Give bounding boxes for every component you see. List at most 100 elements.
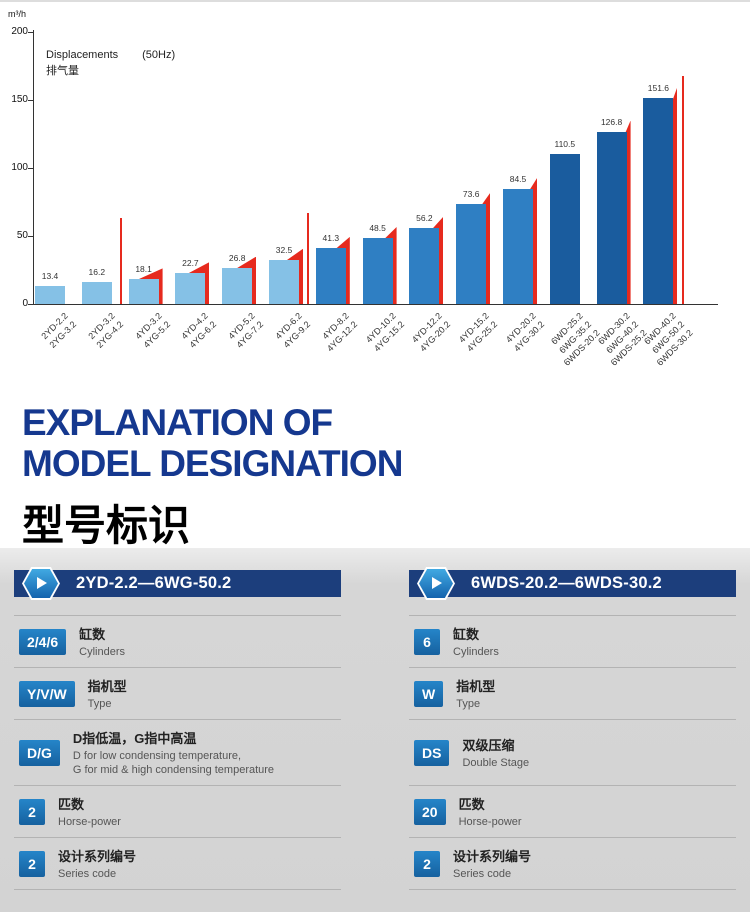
heading-subtitle-zh: 型号标识 [22,502,191,550]
spec-label-en: Type [456,697,481,710]
bar-4YD-4.2 [175,273,206,304]
group-separator-line [307,212,310,304]
code-badge: D/G [19,739,60,766]
code-badge: 2 [414,850,440,877]
code-badge: Y/V/W [19,680,75,707]
bar-4YD-10.2 [362,238,393,304]
chart-legend: Displacements (50Hz) 排气量 [46,48,175,80]
bar-4YD-12.2 [409,227,440,304]
legend-title-en: Displacements [46,49,119,61]
spec-text: 双级压缩 Double Stage [462,735,529,770]
spec-label-zh: D指低温，G指中高温 [72,730,197,746]
legend-frequency: (50Hz) [142,49,176,61]
spec-row: 2 匹数 Horse-power [14,786,341,838]
bar-value-label: 84.5 [509,174,527,185]
heading-line2: MODEL DESIGNATION [22,442,403,484]
bar-value-label: 18.1 [135,264,152,275]
y-tick-label: 200 [11,26,28,37]
bar-value-label: 13.4 [41,270,59,281]
y-tick-mark [28,32,33,33]
spec-text: 缸数 Cylinders [453,624,499,659]
spec-text: D指低温，G指中高温 D for low condensing temperatu… [73,728,274,778]
code-badge: W [414,680,444,707]
y-tick-label: 0 [22,298,28,309]
spec-label-en: Type [87,697,112,710]
spec-rows: 6 缸数 Cylinders W 指机型 Type DS 双级压缩 Double Stage 20… [409,615,736,890]
y-axis-unit: m³/h [8,9,26,19]
bar-value-label: 22.7 [182,258,199,269]
spec-label-en: D for low condensing temperature, G for … [72,749,275,776]
bar-4YD-20.2 [503,189,533,304]
spec-text: 匹数 Horse-power [58,794,121,829]
spec-row: Y/V/W 指机型 Type [14,668,341,720]
spec-text: 指机型 Type [88,676,127,711]
panel-header: 6WDS-20.2—6WDS-30.2 [409,567,736,600]
spec-text: 设计系列编号 Series code [453,846,531,881]
spec-label-zh: 缸数 [79,626,106,642]
spec-label-zh: 缸数 [453,626,480,642]
bar-value-label: 151.6 [647,82,670,93]
spec-label-zh: 匹数 [458,796,485,812]
group-separator-line [120,218,123,304]
spec-label-zh: 匹数 [58,796,85,812]
model-designation-panels: 2YD-2.2—6WG-50.2 2/4/6 缸数 Cylinders Y/V/W 指机… [0,547,750,912]
bar-value-label: 56.2 [416,212,433,223]
y-axis-line [33,30,34,305]
play-hexagon-icon [417,567,455,600]
bar-value-label: 16.2 [88,266,106,277]
code-badge: 2 [19,850,45,877]
panel-double-stage-series: 6WDS-20.2—6WDS-30.2 6 缸数 Cylinders W 指机型 Type… [409,567,736,912]
spec-rows: 2/4/6 缸数 Cylinders Y/V/W 指机型 Type D/G D指低温，G指中高… [14,615,341,890]
bar-value-label: 26.8 [228,252,246,263]
bar-4YD-15.2 [456,203,487,304]
play-hexagon-icon [22,567,60,600]
spec-text: 匹数 Horse-power [459,794,522,829]
spec-row: 2 设计系列编号 Series code [14,838,341,890]
panel-header: 2YD-2.2—6WG-50.2 [14,567,341,600]
bar-value-label: 126.8 [600,116,623,127]
bar-4YD-3.2 [128,279,159,304]
y-tick-mark [28,100,33,101]
bar-4YD-6.2 [269,259,299,304]
spec-text: 设计系列编号 Series code [58,846,136,881]
code-badge: 2 [19,798,45,825]
spec-label-en: Series code [58,867,117,880]
spec-label-zh: 指机型 [87,678,127,694]
spec-row: 6 缸数 Cylinders [409,616,736,668]
panel-header-label: 6WDS-20.2—6WDS-30.2 [471,574,662,592]
bar-value-label: 110.5 [554,138,576,149]
code-badge: 6 [414,628,440,655]
y-tick-label: 50 [16,230,28,241]
y-tick-mark [28,304,33,305]
bar-value-label: 48.5 [369,223,386,234]
bar-4YD-8.2 [315,247,346,304]
heading-line1: EXPLANATION OF [22,402,333,443]
displacement-bar-chart: m³/h Displacements (50Hz) 排气量 0 50 100 150 20… [0,2,750,387]
bar-4YD-5.2 [222,267,253,304]
bar-6WD-25.2 [549,153,580,304]
legend-title-zh: 排气量 [46,64,79,77]
section-heading: EXPLANATION OF MODEL DESIGNATION 型号标识 [0,387,750,549]
spec-row: W 指机型 Type [409,668,736,720]
panel-standard-series: 2YD-2.2—6WG-50.2 2/4/6 缸数 Cylinders Y/V/W 指机… [14,567,341,912]
spec-label-en: Horse-power [58,815,121,828]
y-tick-label: 100 [11,162,28,173]
bar-value-label: 41.3 [322,232,340,243]
spec-label-en: Series code [453,867,512,880]
bar-value-label: 32.5 [275,244,293,255]
code-badge: DS [414,739,450,766]
spec-label-en: Cylinders [79,645,125,658]
bar-6WD-40.2 [643,97,674,304]
group-separator-line [681,75,684,304]
code-badge: 2/4/6 [19,628,67,655]
spec-label-zh: 指机型 [456,678,496,694]
y-tick-mark [28,168,33,169]
spec-label-zh: 双级压缩 [462,737,515,753]
y-tick-mark [28,236,33,237]
spec-text: 指机型 Type [456,676,495,711]
panel-header-label: 2YD-2.2—6WG-50.2 [76,574,232,592]
spec-label-en: Double Stage [462,756,530,769]
bar-2YD-2.2 [35,285,65,304]
spec-label-en: Cylinders [453,645,499,658]
spec-row: D/G D指低温，G指中高温 D for low condensing temper… [14,720,341,786]
